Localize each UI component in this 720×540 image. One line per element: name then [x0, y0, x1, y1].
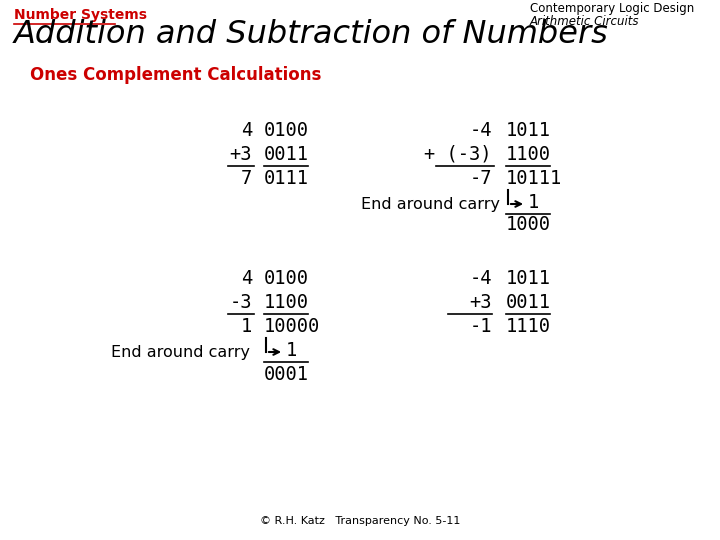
Text: Addition and Subtraction of Numbers: Addition and Subtraction of Numbers [14, 19, 608, 50]
Text: 7: 7 [240, 169, 252, 188]
Text: + (-3): + (-3) [425, 145, 492, 164]
Text: 1110: 1110 [506, 317, 551, 336]
Text: 1: 1 [240, 317, 252, 336]
Text: 4: 4 [240, 121, 252, 140]
Text: © R.H. Katz   Transparency No. 5-11: © R.H. Katz Transparency No. 5-11 [260, 516, 460, 526]
Text: +3: +3 [469, 293, 492, 312]
Text: Arithmetic Circuits: Arithmetic Circuits [530, 15, 639, 28]
Text: 4: 4 [240, 269, 252, 288]
Text: 0011: 0011 [264, 145, 309, 164]
Text: End around carry: End around carry [111, 345, 250, 360]
Text: 0100: 0100 [264, 121, 309, 140]
Text: Number Systems: Number Systems [14, 8, 147, 22]
Text: Contemporary Logic Design: Contemporary Logic Design [530, 2, 694, 15]
Text: 1: 1 [286, 341, 297, 360]
Text: 1100: 1100 [264, 293, 309, 312]
Text: -4: -4 [469, 121, 492, 140]
Text: +3: +3 [230, 145, 252, 164]
Text: 1: 1 [528, 193, 539, 212]
Text: 0001: 0001 [264, 365, 309, 384]
Text: Ones Complement Calculations: Ones Complement Calculations [30, 66, 321, 84]
Text: -1: -1 [469, 317, 492, 336]
Text: 1000: 1000 [506, 215, 551, 234]
Text: 0111: 0111 [264, 169, 309, 188]
Text: 0100: 0100 [264, 269, 309, 288]
Text: -3: -3 [230, 293, 252, 312]
Text: 1011: 1011 [506, 269, 551, 288]
Text: 1100: 1100 [506, 145, 551, 164]
Text: -4: -4 [469, 269, 492, 288]
Text: End around carry: End around carry [361, 197, 500, 212]
Text: 1011: 1011 [506, 121, 551, 140]
Text: -7: -7 [469, 169, 492, 188]
Text: 0011: 0011 [506, 293, 551, 312]
Text: 10000: 10000 [264, 317, 320, 336]
Text: 10111: 10111 [506, 169, 562, 188]
